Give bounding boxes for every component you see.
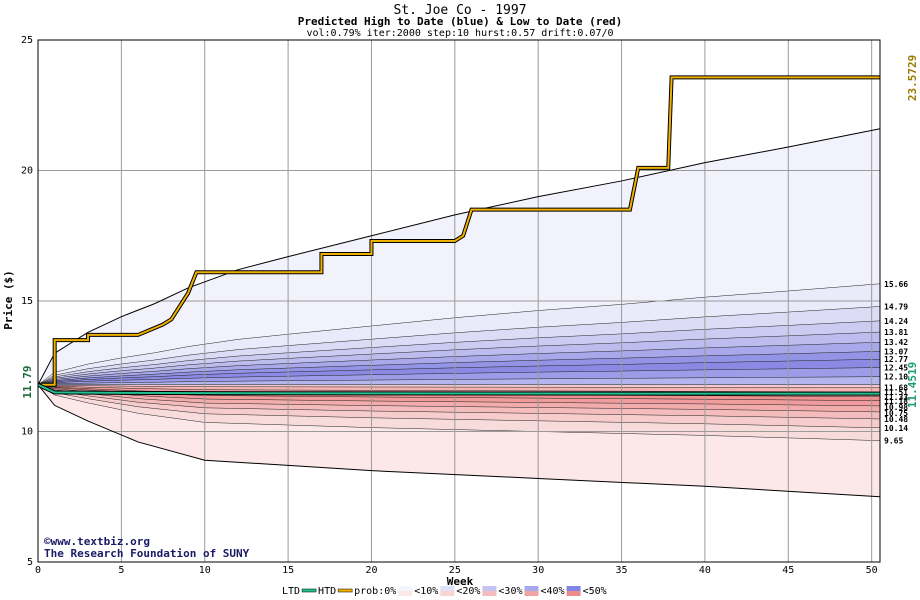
ltd-line (37, 383, 880, 395)
high-level-label: 12.10 (884, 373, 908, 382)
legend-prob-label: <30% (498, 586, 522, 597)
copyright-text: ©www.textbiz.org (44, 535, 150, 548)
chart-title: St. Joe Co - 1997 (393, 3, 526, 18)
legend-prob-label: <20% (456, 586, 480, 597)
legend-red-swatch (398, 591, 413, 596)
y-tick-label: 5 (27, 557, 33, 568)
legend-prob-label: prob:0% (354, 586, 396, 597)
low-level-label: 11.51 (884, 388, 908, 397)
x-tick-label: 25 (449, 565, 461, 576)
x-tick-label: 5 (118, 565, 124, 576)
low-level-label: 11.33 (884, 393, 908, 402)
legend-red-swatch (482, 591, 497, 596)
x-tick-label: 15 (282, 565, 294, 576)
legend-blue-swatch (398, 586, 413, 591)
x-tick-label: 20 (365, 565, 377, 576)
x-tick-label: 45 (782, 565, 794, 576)
low-level-label: 11.18 (884, 397, 908, 406)
chart-params: vol:0.79% iter:2000 step:10 hurst:0.57 d… (306, 28, 613, 39)
legend-htd-swatch (337, 588, 353, 593)
low-level-label: 9.65 (884, 437, 903, 446)
low-level-label: 11.68 (884, 384, 908, 393)
legend-blue-swatch (566, 586, 581, 591)
legend-blue-swatch (440, 586, 455, 591)
x-tick-label: 30 (532, 565, 544, 576)
low-level-label: 10.48 (884, 415, 908, 424)
low-level-label: 10.75 (884, 409, 908, 418)
chart-subtitle: Predicted High to Date (blue) & Low to D… (298, 15, 623, 28)
plot-frame (37, 39, 881, 563)
x-tick-label: 10 (199, 565, 211, 576)
legend: LTD HTD prob:0% <10% <20% <30% <40% <50% (282, 586, 607, 597)
legend-red-swatch (440, 591, 455, 596)
high-level-label: 12.45 (884, 364, 908, 373)
low-level-label: 10.98 (884, 403, 908, 412)
start-price-label: 11.79 (21, 365, 34, 398)
low-value-label: 11.4519 (906, 362, 919, 408)
envelope-lines (37, 128, 881, 498)
high-level-label: 13.42 (884, 338, 908, 347)
y-tick-label: 25 (21, 35, 33, 46)
legend-prob-label: <10% (414, 586, 438, 597)
high-band (37, 376, 881, 386)
legend-ltd-label: LTD (282, 586, 300, 597)
legend-htd-label: HTD (318, 586, 336, 597)
y-tick-label: 20 (21, 166, 33, 177)
legend-red-swatch (524, 591, 539, 596)
legend-ltd-swatch (301, 588, 317, 593)
legend-prob-label: <40% (541, 586, 565, 597)
high-level-label: 14.79 (884, 302, 908, 311)
lower-envelope-line (37, 384, 881, 498)
htd-line (38, 76, 880, 386)
x-tick-label: 0 (35, 565, 41, 576)
legend-blue-swatch (482, 586, 497, 591)
high-level-label: 13.81 (884, 328, 908, 337)
x-tick-label: 40 (699, 565, 711, 576)
high-level-label: 14.24 (884, 317, 908, 326)
upper-envelope-line (37, 128, 881, 386)
high-level-label: 12.77 (884, 355, 908, 364)
y-axis-label: Price ($) (2, 270, 15, 330)
y-tick-label: 15 (21, 296, 33, 307)
low-band (37, 384, 881, 388)
legend-prob-label: <50% (583, 586, 607, 597)
x-axis-label: Week (447, 575, 474, 588)
x-tick-label: 50 (866, 565, 878, 576)
low-level-label: 10.14 (884, 424, 908, 433)
high-value-label: 23.5729 (906, 55, 919, 101)
band-level-labels: 15.66 14.79 14.24 13.8113.4213.0712.7712.45… (884, 280, 908, 446)
high-level-label: 15.66 (884, 280, 908, 289)
y-tick-label: 10 (21, 427, 33, 438)
organization-text: The Research Foundation of SUNY (44, 547, 250, 560)
x-tick-label: 35 (616, 565, 628, 576)
high-level-label: 13.07 (884, 347, 908, 356)
series-lines (37, 75, 880, 396)
legend-blue-swatch (524, 586, 539, 591)
legend-red-swatch (566, 591, 581, 596)
